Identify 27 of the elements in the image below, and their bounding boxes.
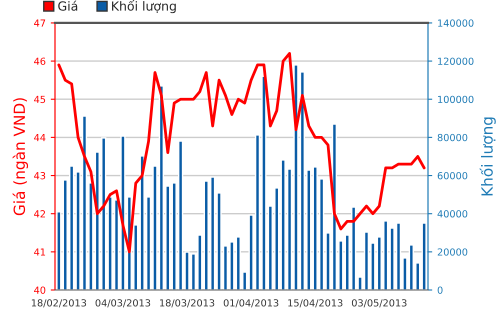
legend-label: Khối lượng: [112, 0, 176, 14]
x-tick-label: 18/03/2013: [160, 299, 214, 308]
y-tick-label: 41: [34, 248, 46, 256]
y-tick-label: 42: [34, 210, 45, 218]
y2-tick-label: 120000: [438, 58, 474, 65]
y-tick-label: 45: [34, 96, 46, 104]
y-tick-label: 43: [34, 172, 46, 180]
y-tick-label: 44: [34, 134, 46, 142]
x-tick-label: 18/02/2013: [32, 299, 86, 308]
y2-tick-label: 40000: [438, 210, 468, 218]
x-tick-label: 04/03/2013: [96, 299, 150, 308]
y2-axis-title: Khối lượng: [480, 117, 496, 196]
y2-tick-label: 80000: [438, 134, 468, 142]
x-tick-label: 01/04/2013: [224, 299, 278, 308]
x-tick-label: 15/04/2013: [288, 299, 342, 308]
y-axis-title: Giá (ngàn VND): [12, 98, 28, 216]
x-tick-label: 03/05/2013: [352, 299, 407, 308]
y-tick-label: 40: [34, 286, 46, 294]
y-tick-label: 47: [34, 20, 46, 27]
y2-tick-label: 20000: [438, 248, 468, 256]
y-tick-label: 46: [34, 58, 46, 65]
y2-tick-label: 100000: [438, 96, 474, 104]
y2-tick-label: 60000: [438, 172, 468, 180]
y2-tick-label: 140000: [438, 19, 474, 27]
line-series: [57, 52, 426, 254]
y2-tick-label: 0: [438, 286, 443, 294]
legend-label: Giá: [58, 0, 78, 11]
